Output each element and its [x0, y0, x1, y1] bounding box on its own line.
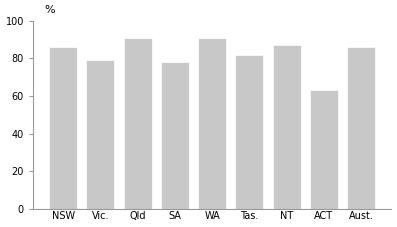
- Bar: [87, 60, 114, 209]
- Text: %: %: [44, 5, 55, 15]
- Bar: [198, 38, 226, 209]
- Bar: [161, 62, 189, 209]
- Bar: [310, 90, 338, 209]
- Bar: [124, 38, 152, 209]
- Bar: [273, 45, 301, 209]
- Bar: [235, 55, 264, 209]
- Bar: [49, 47, 77, 209]
- Bar: [347, 47, 375, 209]
